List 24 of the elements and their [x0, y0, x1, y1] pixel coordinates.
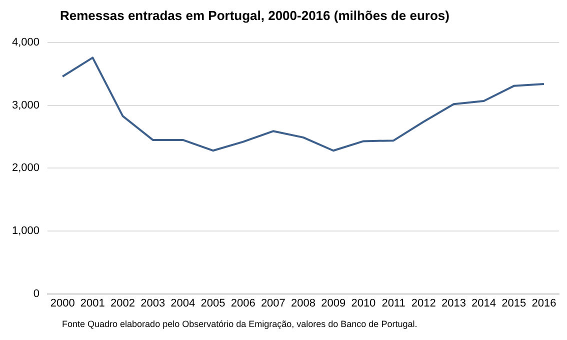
x-tick-label: 2005	[200, 297, 226, 310]
y-tick-label: 1,000	[12, 225, 40, 238]
x-tick-label: 2014	[472, 297, 496, 310]
x-tick-label: 2004	[170, 297, 196, 310]
x-tick-label: 2006	[230, 297, 256, 310]
x-tick-label: 2016	[532, 297, 556, 310]
y-tick-label: 2,000	[12, 162, 40, 174]
x-tick-label: 2013	[441, 297, 466, 310]
y-tick-label: 3,000	[12, 99, 40, 112]
y-tick-label: 0	[33, 288, 40, 300]
x-tick-label: 2012	[411, 297, 436, 310]
chart-title: Remessas entradas em Portugal, 2000-2016 (milhões de euros)	[60, 8, 450, 23]
x-tick-label: 2011	[382, 297, 406, 310]
y-tick-label: 4,000	[12, 36, 40, 49]
x-tick-label: 2001	[80, 297, 105, 310]
x-tick-label: 2002	[110, 297, 135, 310]
x-tick-label: 2007	[260, 297, 286, 310]
source-note: Fonte Quadro elaborado pelo Observatório da Emigração, valores do Banco de Portugal.	[62, 319, 418, 329]
x-tick-label: 2015	[502, 297, 526, 310]
x-tick-label: 2010	[351, 297, 376, 310]
x-tick-label: 2008	[291, 297, 316, 310]
x-tick-label: 2000	[50, 297, 75, 310]
x-tick-label: 2009	[321, 297, 346, 310]
x-tick-label: 2003	[140, 297, 166, 310]
